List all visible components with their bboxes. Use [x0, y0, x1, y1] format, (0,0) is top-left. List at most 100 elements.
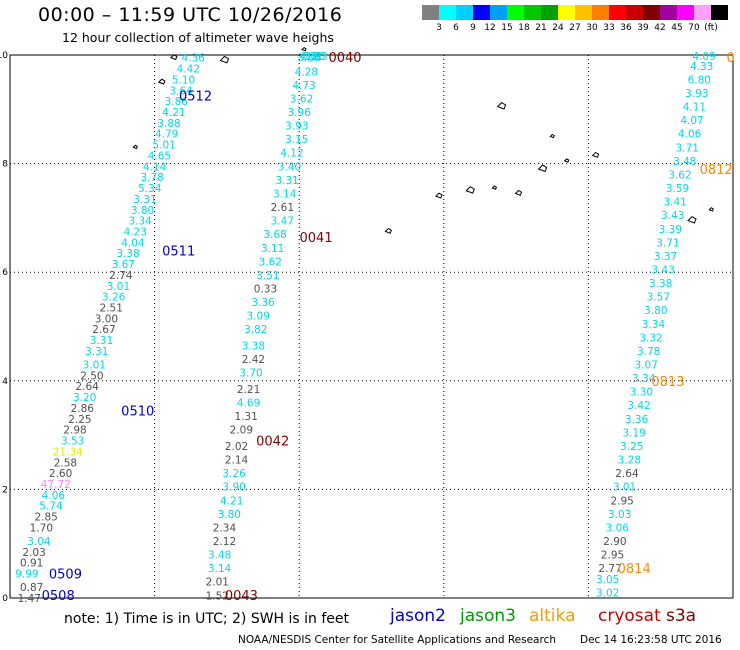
wave-height-label: 2.67 — [92, 324, 115, 336]
scale-label: 30 — [586, 23, 598, 33]
wave-height-label: 3.26 — [102, 292, 126, 304]
wave-height-label: 3.04 — [27, 536, 51, 548]
wave-height-label: 2.51 — [100, 302, 123, 314]
wave-height-label: 4.42 — [177, 64, 200, 76]
island-outline — [435, 192, 443, 199]
scale-label: 18 — [518, 23, 530, 33]
wave-height-label: 3.20 — [73, 392, 96, 404]
scale-label: 3 — [436, 23, 442, 33]
wave-height-label: 3.71 — [656, 237, 679, 249]
wave-height-label: 3.40 — [278, 161, 301, 173]
wave-height-label: 6.80 — [688, 74, 711, 86]
wave-height-label: 3.41 — [663, 197, 686, 209]
wave-height-label: 3.07 — [635, 360, 658, 372]
track-id-label: 0812 — [700, 163, 733, 178]
track-id-label: 0511 — [162, 244, 195, 259]
wave-height-label: 3.28 — [618, 455, 641, 467]
scale-swatch — [456, 5, 473, 20]
wave-height-label: 3.83 — [304, 51, 327, 63]
scale-swatch — [660, 5, 677, 20]
wave-height-label: 2.01 — [206, 577, 229, 589]
wave-height-map: 1351381411441471501086420 1.470.879.990.… — [0, 46, 735, 605]
wave-height-label: 4.21 — [162, 107, 185, 119]
wave-height-label: 3.38 — [649, 278, 672, 290]
scale-swatch — [711, 5, 728, 20]
page-title: 00:00 – 11:59 UTC 10/26/2016 — [38, 4, 343, 26]
wave-height-label: 3.25 — [620, 441, 643, 453]
island-outline — [384, 227, 392, 234]
scale-swatch — [541, 5, 558, 20]
wave-height-label: 3.02 — [596, 588, 619, 600]
wave-height-label: 1.47 — [18, 593, 41, 605]
wave-observations: 1.470.879.990.912.033.041.702.855.744.06… — [15, 51, 716, 605]
scale-label: 27 — [569, 23, 581, 33]
wave-height-label: 2.64 — [615, 468, 639, 480]
island-outline — [591, 151, 600, 158]
wave-height-label: 4.06 — [42, 490, 66, 502]
wave-height-label: 3.88 — [157, 118, 180, 130]
land-outlines — [132, 46, 714, 234]
track-id-label: 0813 — [651, 375, 684, 390]
wave-height-label: 2.60 — [49, 468, 72, 480]
scale-swatch — [575, 5, 592, 20]
island-outline — [708, 207, 714, 212]
wave-height-label: 3.34 — [128, 216, 152, 228]
wave-height-label: 3.93 — [685, 88, 708, 100]
wave-height-label: 3.86 — [297, 53, 321, 65]
wave-height-label: 2.02 — [225, 441, 248, 453]
track-id-label: 0509 — [49, 568, 82, 583]
y-tick-label: 2 — [2, 485, 8, 495]
scale-label: 9 — [470, 23, 476, 33]
wave-height-label: 2.58 — [54, 457, 77, 469]
wave-height-label: 2.64 — [75, 381, 99, 393]
track-id-label: 0508 — [42, 589, 75, 604]
wave-height-label: 3.64 — [169, 85, 193, 97]
wave-height-label: 2.14 — [225, 455, 249, 467]
island-outline — [491, 185, 498, 190]
wave-height-label: 0.87 — [20, 582, 43, 594]
scale-label: 15 — [501, 23, 513, 33]
scale-label: 36 — [620, 23, 632, 33]
wave-height-label: 3.67 — [112, 259, 135, 271]
wave-height-label: 3.62 — [668, 169, 691, 181]
wave-height-label: 3.70 — [239, 368, 262, 380]
wave-height-label: 3.57 — [647, 292, 670, 304]
scale-swatch — [490, 5, 507, 20]
island-outline — [219, 55, 230, 64]
wave-height-label: 4.21 — [220, 495, 243, 507]
scale-label: 45 — [671, 23, 683, 33]
track-id-label: 0 — [726, 51, 734, 66]
wave-height-label: 3.93 — [285, 121, 308, 133]
wave-height-label: 3.11 — [261, 243, 284, 255]
wave-height-label: 3.62 — [259, 256, 282, 268]
track-id-label: 0814 — [618, 562, 651, 577]
wave-height-label: 5.74 — [39, 501, 63, 513]
island-outline — [514, 189, 523, 196]
wave-height-label: 2.25 — [68, 414, 91, 426]
footnote: note: 1) Time is in UTC; 2) SWH is in fe… — [64, 611, 350, 627]
wave-height-label: 3.43 — [661, 210, 684, 222]
wave-height-label: 5.34 — [138, 183, 162, 195]
wave-height-label: 4.14 — [143, 161, 167, 173]
wave-height-label: 4.73 — [292, 80, 315, 92]
wave-height-label: 3.32 — [639, 332, 662, 344]
wave-height-label: 3.14 — [273, 188, 297, 200]
wave-height-label: 3.80 — [131, 205, 154, 217]
wave-height-label: 21.34 — [53, 446, 83, 458]
scale-swatch — [643, 5, 660, 20]
wave-height-label: 3.34 — [642, 319, 666, 331]
track-id-label: 0512 — [179, 90, 212, 105]
wave-height-label: 4.06 — [678, 129, 702, 141]
wave-height-label: 3.47 — [271, 216, 294, 228]
satellite-legend-altika: altika — [529, 606, 576, 626]
wave-height-label: 3.96 — [288, 107, 312, 119]
wave-height-label: 3.38 — [116, 248, 139, 260]
scale-swatch — [626, 5, 643, 20]
wave-height-label: 0.33 — [254, 283, 277, 295]
wave-height-label: 3.15 — [285, 134, 308, 146]
wave-height-label: 4.69 — [237, 398, 260, 410]
scale-label: 21 — [535, 23, 547, 33]
y-tick-label: 10 — [0, 51, 8, 61]
wave-height-label: 3.71 — [676, 142, 699, 154]
wave-height-label: 3.31 — [133, 194, 156, 206]
